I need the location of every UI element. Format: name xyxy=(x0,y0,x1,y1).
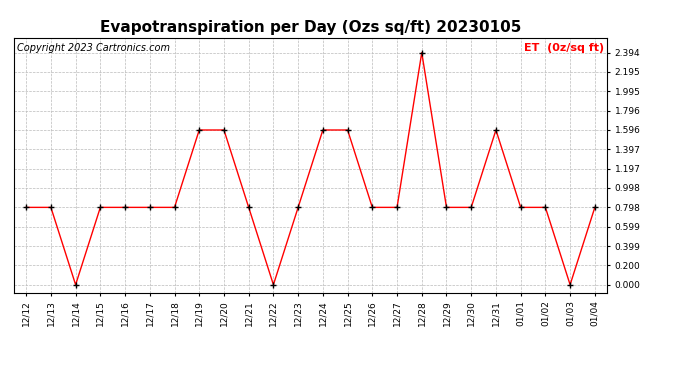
Title: Evapotranspiration per Day (Ozs sq/ft) 20230105: Evapotranspiration per Day (Ozs sq/ft) 2… xyxy=(100,20,521,35)
Text: Copyright 2023 Cartronics.com: Copyright 2023 Cartronics.com xyxy=(17,43,170,52)
Text: ET  (0z/sq ft): ET (0z/sq ft) xyxy=(524,43,604,52)
